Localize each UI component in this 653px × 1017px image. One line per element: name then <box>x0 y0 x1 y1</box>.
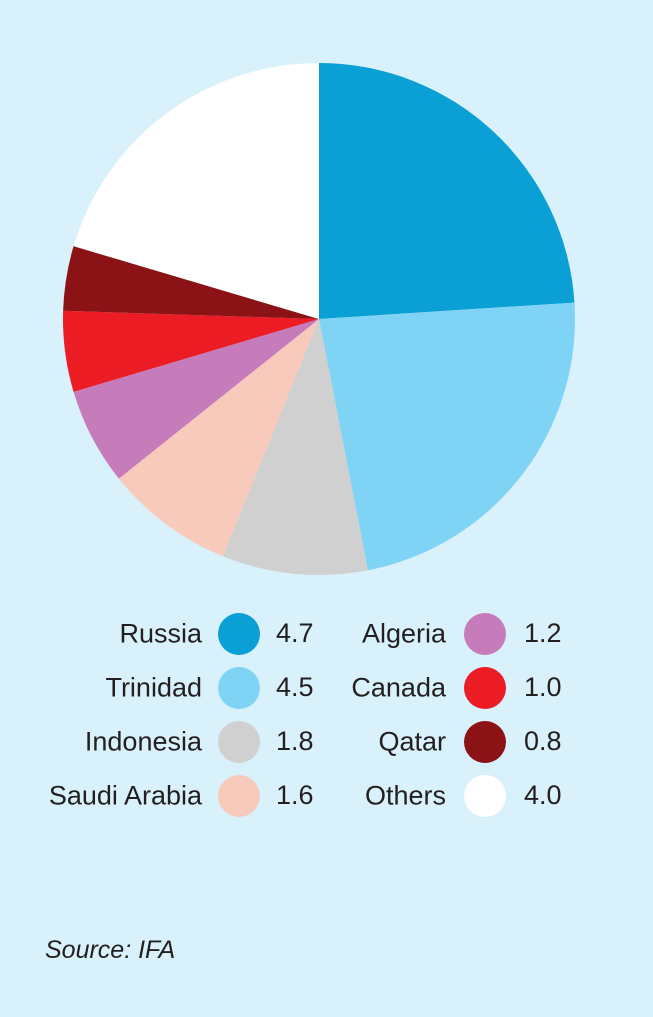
legend-value: 1.2 <box>524 618 562 648</box>
pie-chart <box>62 63 575 575</box>
legend-label: Saudi Arabia <box>48 780 202 811</box>
legend-label: Trinidad <box>105 672 202 703</box>
legend-label: Algeria <box>361 618 446 649</box>
pie-slice-algeria <box>73 319 320 479</box>
legend-value: 1.0 <box>524 672 562 702</box>
legend-item-saudi-arabia: Saudi Arabia 1.6 <box>0 774 320 818</box>
pie-slice-indonesia <box>222 319 368 575</box>
legend-value: 4.7 <box>276 618 314 648</box>
legend-item-indonesia: Indonesia 1.8 <box>0 720 320 764</box>
legend-swatch-others <box>464 775 506 817</box>
pie-slice-canada <box>62 310 319 392</box>
legend-item-algeria: Algeria 1.2 <box>320 612 600 656</box>
legend-swatch-saudi-arabia <box>218 775 260 817</box>
pie-slice-saudi-arabia <box>118 319 320 557</box>
legend-item-canada: Canada 1.0 <box>320 666 600 710</box>
legend-swatch-indonesia <box>218 721 260 763</box>
legend-item-others: Others 4.0 <box>320 774 600 818</box>
legend-label: Canada <box>351 672 446 703</box>
legend-value: 1.6 <box>276 780 314 810</box>
legend-label: Russia <box>119 618 202 649</box>
legend-value: 4.5 <box>276 672 314 702</box>
legend-item-trinidad: Trinidad 4.5 <box>0 666 320 710</box>
source-note: Source: IFA <box>45 936 176 964</box>
legend-label: Qatar <box>378 726 446 757</box>
pie-slice-others <box>73 63 320 319</box>
pie-slice-russia <box>319 63 575 319</box>
legend-value: 1.8 <box>276 726 314 756</box>
legend-item-qatar: Qatar 0.8 <box>320 720 600 764</box>
legend-swatch-qatar <box>464 721 506 763</box>
legend-value: 4.0 <box>524 780 562 810</box>
legend-swatch-trinidad <box>218 667 260 709</box>
legend-swatch-canada <box>464 667 506 709</box>
pie-slice-qatar <box>63 246 319 319</box>
legend-value: 0.8 <box>524 726 562 756</box>
legend-label: Others <box>364 780 446 811</box>
legend-swatch-russia <box>218 613 260 655</box>
pie-slice-trinidad <box>319 302 575 571</box>
legend-label: Indonesia <box>84 726 202 757</box>
legend-swatch-algeria <box>464 613 506 655</box>
legend-item-russia: Russia 4.7 <box>0 612 320 656</box>
